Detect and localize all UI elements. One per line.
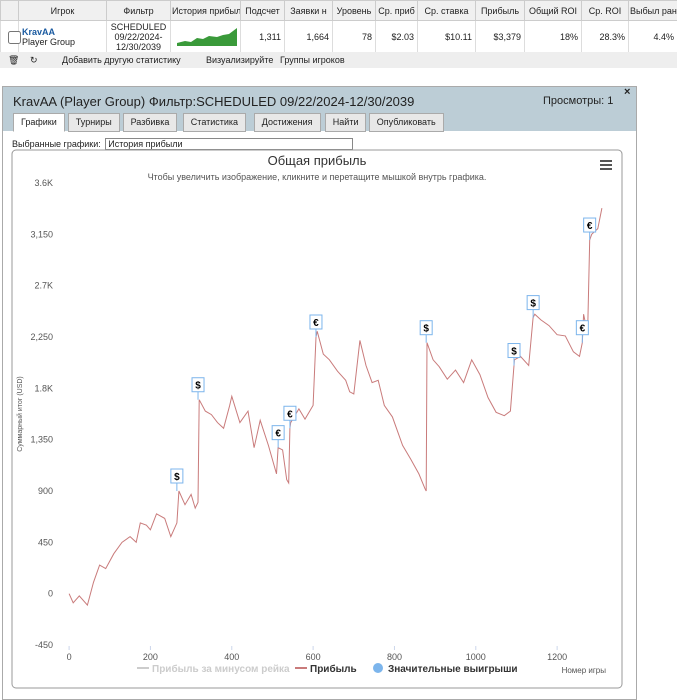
toolbar: 🗑 ↻ Добавить другую статистику Визуализир…: [0, 52, 677, 68]
icon[interactable]: 🗑: [8, 55, 20, 65]
tab[interactable]: Достижения: [253, 113, 321, 132]
close-button[interactable]: ×: [624, 86, 631, 98]
stat-cell: 1,664: [284, 20, 333, 54]
header-cell[interactable]: Общий ROI: [524, 0, 582, 21]
panel-header: KravAA (Player Group) Фильтр:SCHEDULED 0…: [3, 86, 636, 132]
icon[interactable]: ↻: [30, 55, 38, 65]
sparkline-cell: [170, 20, 241, 54]
header-cell[interactable]: Заявки н: [284, 0, 333, 21]
stat-cell: 28.3%: [581, 20, 629, 54]
player-cell: KravAA Player Group: [18, 20, 107, 54]
views: Просмотры: 1: [543, 95, 614, 107]
filter-line: 09/22/2024-: [114, 32, 163, 42]
stat-cell: 78: [332, 20, 376, 54]
stat-cell: 18%: [524, 20, 582, 54]
header-cell[interactable]: Ср. ставка: [417, 0, 476, 21]
header-cell[interactable]: Ср. приб: [375, 0, 418, 21]
select-row: Выбранные графики: История прибыли: [12, 138, 354, 150]
filter-line: SCHEDULED: [110, 22, 167, 32]
tab[interactable]: Разбивка: [122, 113, 178, 132]
header-cell: [0, 0, 19, 21]
stat-cell: 4.4%: [628, 20, 677, 54]
row-checkbox[interactable]: [0, 20, 21, 54]
filter-line: 12/30/2039: [115, 42, 162, 52]
header-cell[interactable]: Ср. ROI: [581, 0, 629, 21]
header-cell[interactable]: История прибыл: [170, 0, 241, 21]
select-label: Выбранные графики:: [12, 139, 101, 149]
tab[interactable]: Турниры: [67, 113, 120, 132]
stats-table: Игрок Фильтр История прибыл Подсчет Заявки н…: [0, 0, 677, 54]
stat-cell: $3,379: [475, 20, 525, 54]
tab[interactable]: Найти: [324, 113, 367, 132]
tab[interactable]: Графики: [13, 113, 65, 132]
header-cell[interactable]: Прибыль: [475, 0, 525, 21]
header-cell[interactable]: Игрок: [18, 0, 107, 21]
header-cell[interactable]: Подсчет: [240, 0, 285, 21]
sparkline: [177, 28, 237, 46]
chart-select[interactable]: История прибыли: [105, 138, 354, 150]
tab[interactable]: Опубликовать: [368, 113, 444, 132]
header-cell[interactable]: Фильтр: [106, 0, 171, 21]
stat-cell: 1,311: [240, 20, 285, 54]
panel: KravAA (Player Group) Фильтр:SCHEDULED 0…: [2, 86, 637, 700]
filter-cell: SCHEDULED 09/22/2024- 12/30/2039: [106, 20, 171, 54]
player-group: Player Group: [22, 37, 76, 47]
tab[interactable]: Статистика: [182, 113, 247, 132]
stat-cell: $10.11: [417, 20, 476, 54]
player-link[interactable]: KravAA: [22, 27, 56, 37]
panel-title: KravAA (Player Group) Фильтр:SCHEDULED 0…: [13, 94, 415, 109]
toolbar-button[interactable]: Визуализируйте: [206, 55, 274, 65]
header-cell[interactable]: Выбыл ран: [628, 0, 677, 21]
stat-cell: $2.03: [375, 20, 418, 54]
toolbar-button[interactable]: Группы игроков: [280, 55, 345, 65]
toolbar-button[interactable]: Добавить другую статистику: [62, 55, 181, 65]
header-cell[interactable]: Уровень: [332, 0, 376, 21]
